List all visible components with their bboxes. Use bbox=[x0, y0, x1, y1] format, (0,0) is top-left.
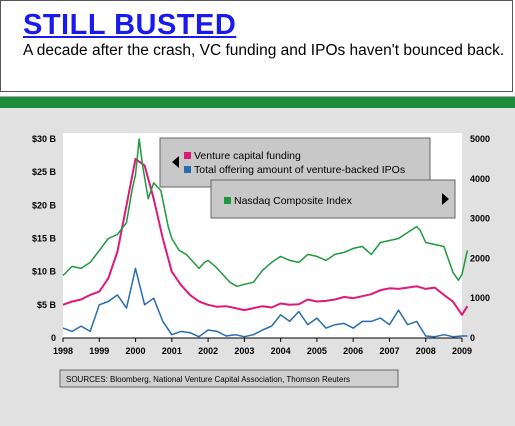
right-arrow-icon bbox=[442, 193, 449, 205]
x-tick-label: 2006 bbox=[343, 346, 363, 356]
ipo-legend-swatch bbox=[184, 166, 191, 173]
legend-box-vc bbox=[159, 137, 431, 188]
left-arrow-icon bbox=[172, 156, 179, 168]
y-left-tick-label: $25 B bbox=[32, 167, 57, 177]
x-tick-label: 2008 bbox=[416, 346, 436, 356]
nasdaq-index-line bbox=[62, 138, 469, 288]
ipo-amount-line bbox=[62, 267, 468, 338]
page-subtitle: A decade after the crash, VC funding and… bbox=[23, 42, 505, 59]
vc-legend-label: Venture capital funding bbox=[194, 150, 301, 162]
x-tick-label: 2003 bbox=[234, 346, 254, 356]
sources-text: SOURCES: Bloomberg, National Venture Cap… bbox=[66, 375, 350, 384]
green-band bbox=[0, 96, 515, 109]
x-tick-label: 2002 bbox=[198, 346, 218, 356]
nasdaq-legend-swatch bbox=[224, 197, 231, 204]
vc-legend-swatch bbox=[184, 152, 191, 159]
page-title: STILL BUSTED bbox=[23, 9, 237, 41]
y-left-tick-label: $30 B bbox=[32, 134, 57, 144]
y-left-tick-label: $20 B bbox=[32, 200, 57, 210]
y-right-tick-label: 4000 bbox=[470, 174, 490, 184]
y-right-tick-label: 3000 bbox=[470, 214, 490, 224]
x-tick-label: 2000 bbox=[126, 346, 146, 356]
x-tick-label: 2007 bbox=[379, 346, 399, 356]
y-right-tick-label: 1000 bbox=[470, 293, 490, 303]
ipo-legend-label: Total offering amount of venture-backed … bbox=[194, 164, 405, 176]
x-tick-label: 2009 bbox=[452, 346, 472, 356]
x-tick-label: 1998 bbox=[53, 346, 73, 356]
legend-box-nasdaq bbox=[210, 179, 456, 219]
vc-funding-line bbox=[62, 157, 469, 316]
x-tick-label: 2005 bbox=[307, 346, 327, 356]
y-left-tick-label: $10 B bbox=[32, 267, 57, 277]
sources-box bbox=[59, 369, 399, 388]
nasdaq-legend-label: Nasdaq Composite Index bbox=[234, 195, 353, 207]
y-left-tick-label: 0 bbox=[51, 333, 56, 343]
y-right-tick-label: 0 bbox=[470, 333, 475, 343]
y-right-tick-label: 2000 bbox=[470, 253, 490, 263]
x-tick-label: 2004 bbox=[271, 346, 291, 356]
x-tick-label: 2001 bbox=[162, 346, 182, 356]
x-tick-label: 1999 bbox=[89, 346, 109, 356]
y-left-tick-label: $15 B bbox=[32, 234, 57, 244]
y-right-tick-label: 5000 bbox=[470, 134, 490, 144]
y-left-tick-label: $5 B bbox=[37, 300, 57, 310]
header-panel: STILL BUSTED A decade after the crash, V… bbox=[0, 0, 513, 92]
